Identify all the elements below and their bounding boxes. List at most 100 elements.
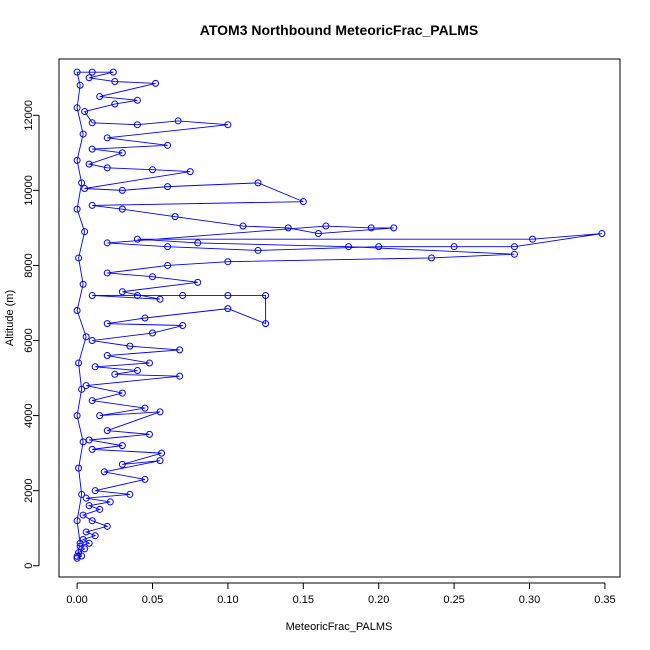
data-point — [529, 235, 537, 243]
data-point — [103, 427, 111, 435]
data-point — [73, 156, 81, 164]
data-point — [79, 438, 87, 446]
data-point — [88, 397, 96, 405]
data-point — [85, 502, 93, 510]
data-point — [96, 505, 104, 513]
data-point — [88, 445, 96, 453]
data-point — [78, 490, 86, 498]
data-point — [82, 528, 90, 536]
data-point — [103, 269, 111, 277]
data-point — [375, 243, 383, 251]
data-point — [133, 291, 141, 299]
data-point — [224, 258, 232, 266]
data-point — [88, 68, 96, 76]
x-tick-label: 0.20 — [368, 594, 389, 606]
data-point — [145, 359, 153, 367]
data-point — [82, 494, 90, 502]
data-point — [345, 243, 353, 251]
data-point — [118, 186, 126, 194]
x-tick-label: 0.30 — [519, 594, 540, 606]
data-point — [73, 205, 81, 213]
y-tick-label: 6000 — [23, 328, 35, 352]
chart-title: ATOM3 Northbound MeteoricFrac_PALMS — [200, 22, 478, 38]
data-point — [174, 117, 182, 125]
data-point — [224, 305, 232, 313]
plot-frame — [58, 58, 621, 578]
data-point — [85, 436, 93, 444]
data-point — [133, 235, 141, 243]
data-point — [141, 404, 149, 412]
data-point — [76, 542, 84, 550]
data-point — [510, 250, 518, 258]
data-point — [224, 291, 232, 299]
data-point — [118, 389, 126, 397]
data-point — [186, 168, 194, 176]
data-point — [141, 475, 149, 483]
data-point — [111, 370, 119, 378]
data-point — [111, 100, 119, 108]
data-point — [96, 412, 104, 420]
data-point — [88, 337, 96, 345]
data-point — [79, 130, 87, 138]
y-tick-label: 10000 — [23, 175, 35, 206]
data-point — [176, 346, 184, 354]
data-point — [111, 78, 119, 86]
x-tick-label: 0.05 — [142, 594, 163, 606]
data-point — [75, 464, 83, 472]
data-point — [145, 430, 153, 438]
y-tick-label: 2000 — [23, 478, 35, 502]
data-point — [78, 179, 86, 187]
data-point — [73, 552, 81, 560]
data-point — [284, 224, 292, 232]
data-point — [254, 179, 262, 187]
data-point — [85, 160, 93, 168]
data-point — [96, 93, 104, 101]
data-point — [179, 322, 187, 330]
data-point — [427, 254, 435, 262]
data-point — [75, 359, 83, 367]
data-point — [126, 490, 134, 498]
y-tick-label: 12000 — [23, 100, 35, 131]
y-tick-label: 8000 — [23, 253, 35, 277]
data-point — [194, 278, 202, 286]
data-point — [88, 145, 96, 153]
data-point — [156, 408, 164, 416]
data-point — [149, 329, 156, 337]
data-point — [239, 222, 247, 230]
data-point — [73, 68, 81, 76]
x-ticks: 0.00 0.05 0.10 0.15 0.20 0.25 0.30 0.35 — [66, 583, 616, 606]
data-point — [254, 246, 262, 254]
data-point — [118, 288, 126, 296]
data-point — [81, 185, 89, 192]
data-point — [118, 460, 126, 468]
x-tick-label: 0.15 — [293, 594, 314, 606]
data-point — [171, 213, 179, 221]
data-point — [82, 382, 90, 390]
data-point — [133, 121, 141, 129]
data-point — [176, 372, 184, 380]
x-tick-label: 0.10 — [217, 594, 238, 606]
y-axis: 0 2000 4000 6000 8000 10000 12000 — [23, 100, 40, 569]
x-axis-label: MeteoricFrac_PALMS — [286, 621, 393, 633]
data-point — [106, 498, 114, 506]
data-point — [103, 164, 111, 172]
data-point — [103, 134, 111, 142]
x-tick-label: 0.35 — [594, 594, 615, 606]
data-point — [118, 442, 126, 450]
y-tick-label: 0 — [23, 563, 35, 569]
data-point — [103, 352, 111, 360]
data-point — [76, 539, 84, 547]
x-tick-label: 0.25 — [443, 594, 464, 606]
data-point — [81, 108, 89, 116]
data-point — [91, 487, 99, 495]
data-point — [118, 149, 126, 157]
data-point — [103, 320, 111, 328]
data-point — [164, 261, 172, 269]
data-point — [367, 224, 375, 232]
data-point — [141, 314, 149, 322]
data-point — [103, 522, 111, 530]
data-point — [224, 121, 232, 129]
data-point — [152, 79, 160, 87]
data-point — [82, 333, 90, 341]
